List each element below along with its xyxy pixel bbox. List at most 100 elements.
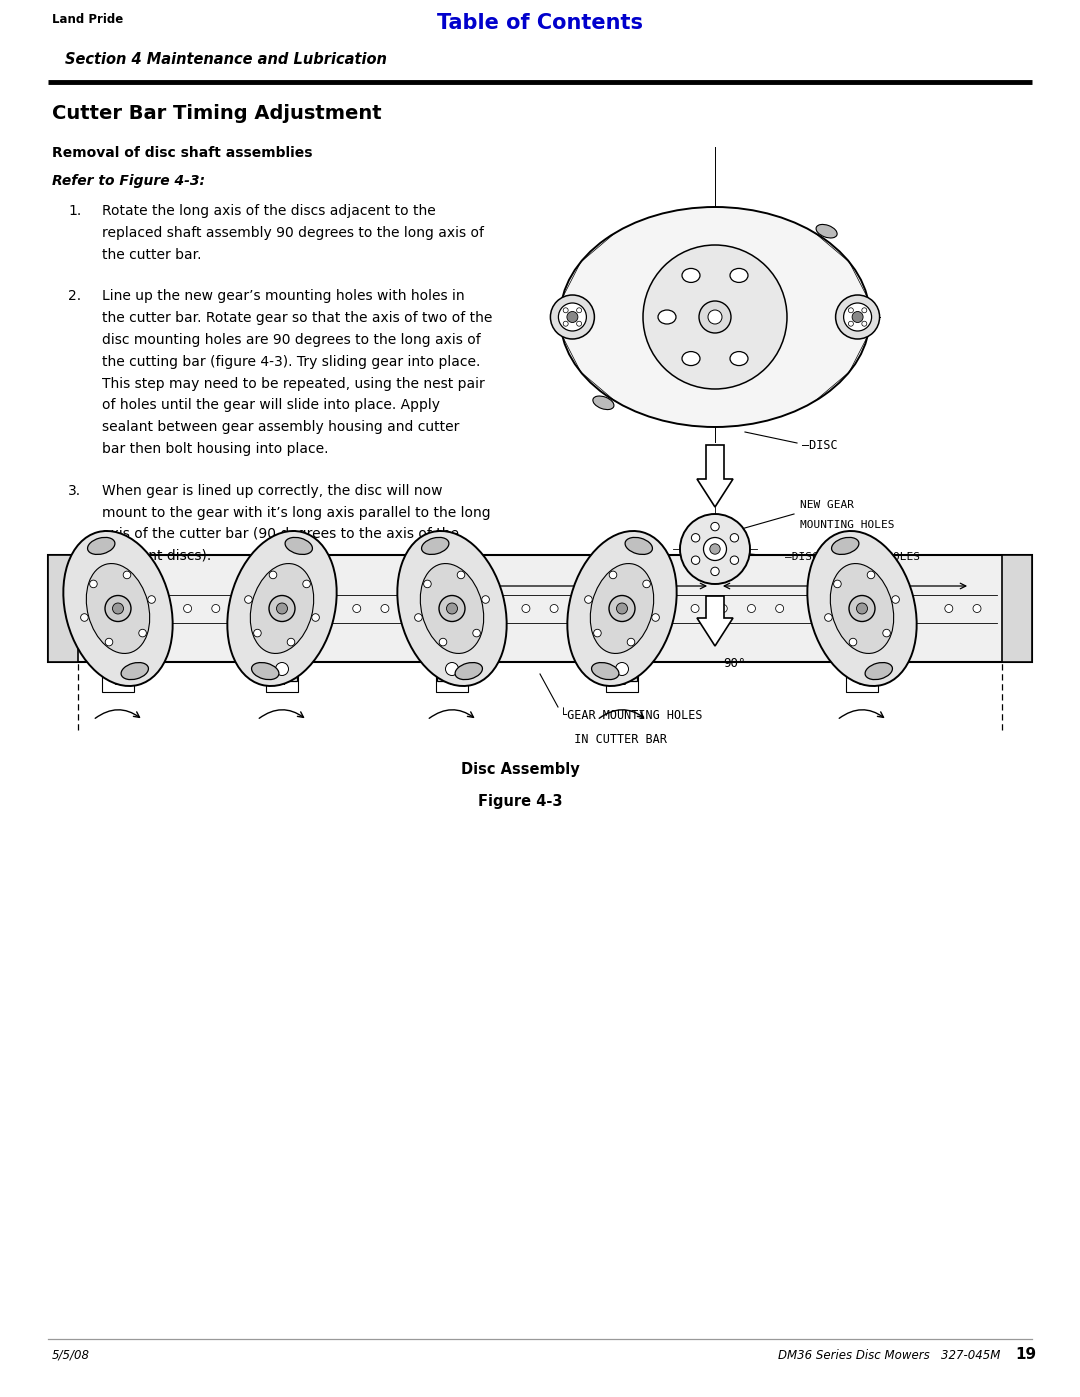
Circle shape [445, 662, 459, 676]
Text: MOUNTING HOLES: MOUNTING HOLES [800, 520, 894, 529]
Circle shape [287, 638, 295, 645]
Circle shape [522, 605, 530, 612]
Circle shape [269, 571, 276, 578]
Text: Refer to Figure 4-3:: Refer to Figure 4-3: [52, 175, 205, 189]
Text: Cutter Bar Timing Adjustment: Cutter Bar Timing Adjustment [52, 103, 381, 123]
Circle shape [719, 605, 727, 612]
Circle shape [849, 307, 853, 313]
Circle shape [711, 567, 719, 576]
Circle shape [245, 595, 253, 604]
Circle shape [446, 604, 458, 615]
Text: └GEAR MOUNTING HOLES: └GEAR MOUNTING HOLES [561, 710, 702, 722]
Text: sealant between gear assembly housing and cutter: sealant between gear assembly housing an… [102, 420, 459, 434]
Circle shape [849, 321, 853, 327]
Bar [846, 668, 878, 692]
Circle shape [711, 522, 719, 531]
Ellipse shape [420, 563, 484, 654]
Circle shape [703, 538, 727, 560]
Ellipse shape [421, 538, 449, 555]
Circle shape [90, 580, 97, 588]
Text: Disc Assembly: Disc Assembly [461, 761, 579, 777]
Circle shape [112, 604, 123, 615]
Circle shape [276, 604, 287, 615]
Circle shape [423, 580, 431, 588]
Ellipse shape [832, 538, 859, 555]
Ellipse shape [87, 538, 114, 555]
Ellipse shape [625, 538, 652, 555]
Circle shape [945, 605, 953, 612]
Text: 90°: 90° [723, 658, 745, 671]
Text: —DISC MOUNTING HOLES: —DISC MOUNTING HOLES [785, 552, 920, 562]
Ellipse shape [252, 662, 279, 679]
Circle shape [457, 571, 464, 578]
Circle shape [473, 629, 481, 637]
Circle shape [577, 307, 582, 313]
Ellipse shape [593, 395, 613, 409]
Circle shape [699, 300, 731, 332]
Circle shape [680, 514, 750, 584]
Circle shape [627, 638, 635, 645]
Bar [267, 659, 297, 680]
Text: 19: 19 [1015, 1347, 1036, 1362]
Ellipse shape [816, 225, 837, 237]
Circle shape [381, 605, 389, 612]
Text: the cutter bar.: the cutter bar. [102, 247, 202, 261]
Circle shape [577, 321, 582, 327]
Circle shape [275, 662, 288, 676]
Circle shape [708, 310, 723, 324]
Ellipse shape [86, 563, 150, 654]
Circle shape [973, 605, 981, 612]
Ellipse shape [592, 662, 619, 679]
Text: 2: 2 [618, 675, 626, 687]
Circle shape [551, 295, 594, 339]
Circle shape [843, 303, 872, 331]
Ellipse shape [591, 563, 653, 654]
Text: Table of Contents: Table of Contents [437, 13, 643, 34]
Text: When gear is lined up correctly, the disc will now: When gear is lined up correctly, the dis… [102, 483, 443, 497]
Text: mount to the gear with it’s long axis parallel to the long: mount to the gear with it’s long axis pa… [102, 506, 490, 520]
Ellipse shape [681, 352, 700, 366]
Polygon shape [697, 597, 733, 645]
Text: Figure 4-3: Figure 4-3 [477, 793, 563, 809]
Circle shape [584, 595, 592, 604]
Ellipse shape [121, 662, 148, 679]
Text: 2.: 2. [68, 289, 81, 303]
Text: 5/5/08: 5/5/08 [52, 1350, 90, 1362]
Circle shape [105, 595, 131, 622]
Polygon shape [697, 446, 733, 507]
Bar [607, 659, 637, 680]
Text: NEW GEAR: NEW GEAR [800, 500, 854, 510]
Text: 3.: 3. [68, 483, 81, 497]
Circle shape [609, 595, 635, 622]
Circle shape [849, 595, 875, 622]
Circle shape [747, 605, 755, 612]
Ellipse shape [455, 662, 483, 679]
Circle shape [138, 629, 147, 637]
Ellipse shape [658, 310, 676, 324]
Circle shape [123, 571, 131, 578]
Text: Line up the new gear’s mounting holes with holes in: Line up the new gear’s mounting holes wi… [102, 289, 464, 303]
Text: 90°: 90° [834, 591, 856, 604]
Circle shape [730, 534, 739, 542]
Circle shape [312, 613, 320, 622]
Circle shape [440, 638, 447, 645]
Circle shape [852, 312, 863, 323]
Circle shape [415, 613, 422, 622]
Circle shape [651, 613, 660, 622]
Circle shape [254, 629, 261, 637]
Ellipse shape [561, 207, 870, 427]
Circle shape [558, 303, 586, 331]
Circle shape [691, 605, 699, 612]
Circle shape [269, 595, 295, 622]
Ellipse shape [808, 531, 917, 686]
Circle shape [567, 312, 578, 323]
Circle shape [81, 613, 89, 622]
Circle shape [148, 595, 156, 604]
Circle shape [643, 580, 650, 588]
Bar [48, 555, 78, 662]
Ellipse shape [251, 563, 313, 654]
Circle shape [609, 571, 617, 578]
Ellipse shape [64, 531, 173, 686]
Text: the cutter bar. Rotate gear so that the axis of two of the: the cutter bar. Rotate gear so that the … [102, 312, 492, 326]
Ellipse shape [567, 531, 677, 686]
